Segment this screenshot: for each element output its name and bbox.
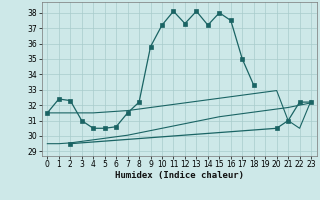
X-axis label: Humidex (Indice chaleur): Humidex (Indice chaleur): [115, 171, 244, 180]
